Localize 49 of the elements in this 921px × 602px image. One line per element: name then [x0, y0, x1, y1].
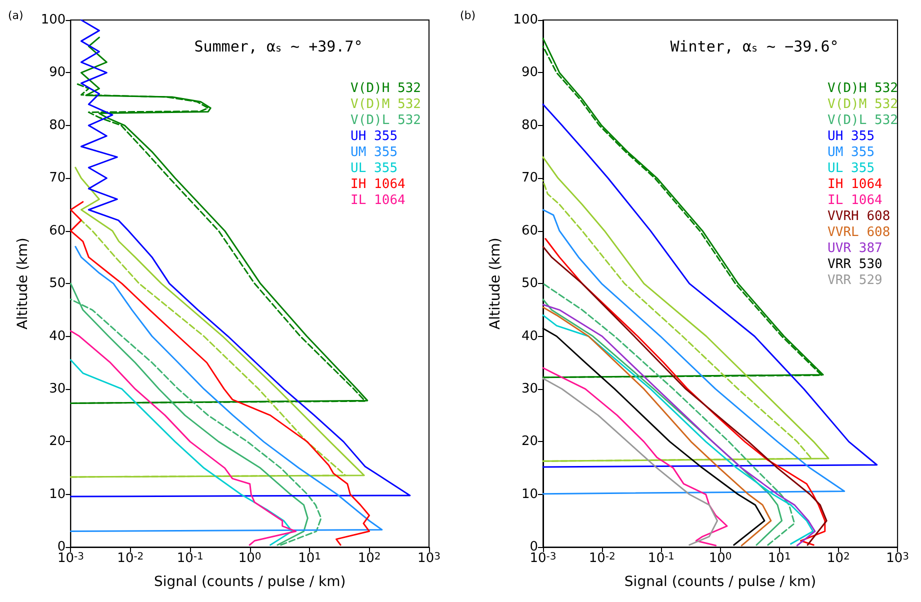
- text: VVRH 608: [828, 209, 890, 224]
- text: (b): [460, 9, 476, 22]
- y-tick-label: 80: [521, 118, 538, 133]
- text: IL 1064: [350, 193, 406, 208]
- y-tick-label: 20: [521, 434, 538, 450]
- text: V(D)L 532: [828, 113, 898, 128]
- y-tick-label: 60: [49, 223, 66, 238]
- x-axis-title: Signal (counts / pulse / km): [154, 574, 346, 590]
- text: UH 355: [350, 129, 398, 144]
- text: UVR 387: [828, 241, 882, 256]
- text: V(D)H 532: [350, 81, 422, 96]
- text: Winter, αs ~ −39.6°: [670, 38, 839, 56]
- y-tick-label: 60: [521, 223, 538, 238]
- text: V(D)M 532: [828, 97, 898, 112]
- y-tick-label: 80: [49, 118, 66, 133]
- y-tick-label: 70: [49, 170, 66, 186]
- y-axis-title: Altitude (km): [487, 238, 504, 330]
- text: UM 355: [350, 145, 398, 160]
- y-tick-label: 90: [49, 65, 66, 80]
- y-tick-label: 100: [40, 12, 66, 28]
- y-tick-label: 10: [49, 486, 66, 502]
- text: V(D)L 532: [350, 113, 422, 128]
- text: V(D)H 532: [828, 81, 898, 96]
- text: VRR 530: [828, 257, 882, 272]
- text: UH 355: [828, 129, 875, 144]
- x-axis-title: Signal (counts / pulse / km): [624, 574, 816, 590]
- text: IH 1064: [828, 177, 883, 192]
- y-tick-label: 30: [521, 381, 538, 396]
- text: IH 1064: [350, 177, 406, 192]
- y-tick-label: 50: [521, 276, 538, 292]
- text: (a): [8, 9, 24, 22]
- y-axis-title: Altitude (km): [15, 238, 31, 330]
- text: UL 355: [350, 161, 398, 176]
- y-tick-label: 90: [521, 65, 538, 80]
- text: V(D)M 532: [350, 97, 422, 112]
- y-tick-label: 40: [521, 328, 538, 344]
- text: UM 355: [828, 145, 875, 160]
- text: UL 355: [828, 161, 875, 176]
- y-tick-label: 20: [49, 434, 66, 450]
- y-tick-label: 100: [513, 12, 538, 28]
- y-tick-label: 10: [521, 486, 538, 502]
- text: Summer, αs ~ +39.7°: [194, 38, 363, 56]
- y-tick-label: 30: [49, 381, 66, 396]
- text: VVRL 608: [828, 225, 890, 240]
- y-tick-label: 70: [521, 170, 538, 186]
- text: VRR 529: [828, 273, 882, 288]
- y-tick-label: 40: [49, 328, 66, 344]
- text: IL 1064: [828, 193, 883, 208]
- y-tick-label: 50: [49, 276, 66, 292]
